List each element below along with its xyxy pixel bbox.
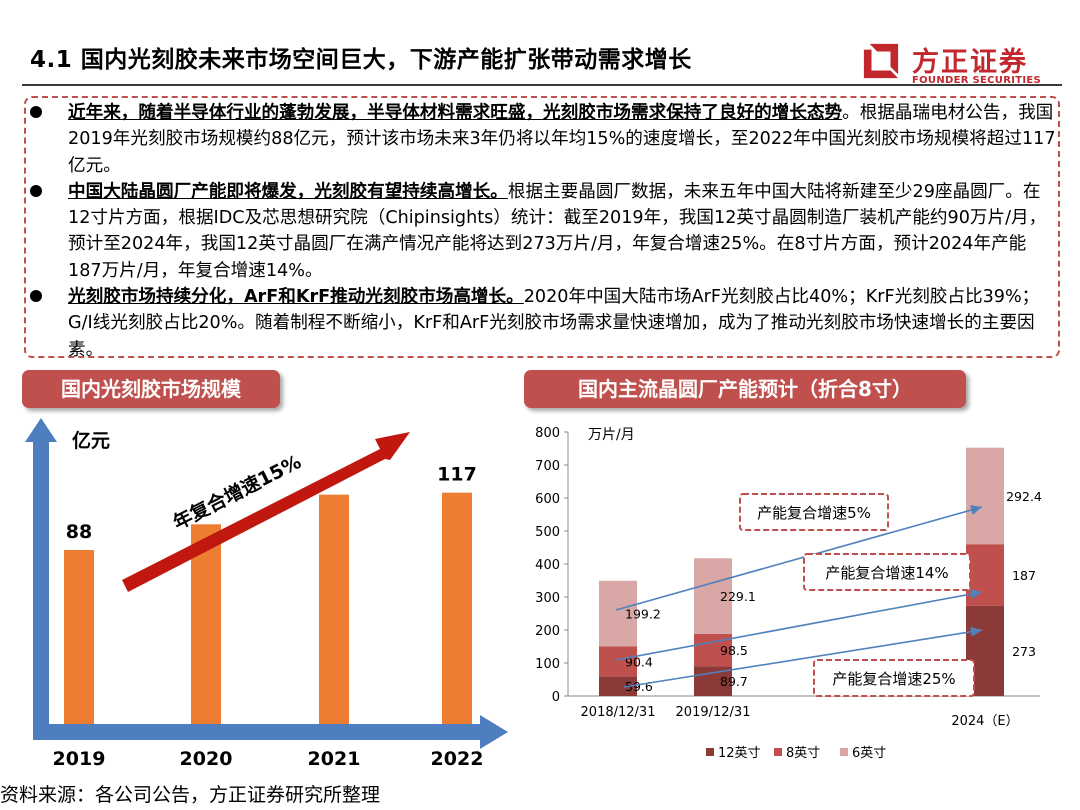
x-tick-label: 2019 [53, 748, 106, 770]
left-section-title: 国内光刻胶市场规模 [22, 370, 280, 408]
y-axis-label: 亿元 [72, 429, 110, 452]
bar-6英寸-2019/12/31 [694, 558, 732, 634]
growth-arrowhead-icon [970, 505, 982, 515]
logo-mark-icon [863, 43, 899, 79]
right-section-title: 国内主流晶圆厂产能预计（折合8寸） [524, 370, 966, 408]
y-tick-label: 200 [535, 624, 560, 639]
bar-8英寸-2018/12/31 [599, 646, 637, 677]
company-logo: 方正证券 FOUNDER SECURITIES [862, 40, 1052, 88]
growth-arrowhead-icon [970, 589, 982, 599]
annotation-box [803, 553, 971, 591]
bullet-text: 2020年中国大陆市场ArF光刻胶占比40%；KrF光刻胶占比39%；G/I线光… [68, 287, 1040, 360]
x-tick-label: 2019/12/31 [676, 705, 751, 720]
x-tick-label: 2018/12/31 [581, 705, 656, 720]
logo-en-text: FOUNDER SECURITIES [912, 75, 1042, 86]
data-label: 117 [437, 464, 477, 486]
bullet-highlight: 中国大陆晶圆厂产能即将爆发，光刻胶有望持续高增长。 [68, 181, 508, 202]
legend-label: 6英寸 [852, 746, 886, 761]
data-label: 229.1 [720, 589, 756, 604]
x-tick-label: 2022 [431, 748, 484, 770]
y-tick-label: 400 [535, 558, 560, 573]
y-axis-arrow-icon [25, 418, 57, 442]
y-tick-label: 700 [535, 459, 560, 474]
summary-bullets: 近年来，随着半导体行业的蓬勃发展，半导体材料需求旺盛，光刻胶市场需求保持了良好的… [26, 100, 1056, 363]
summary-box [24, 96, 1060, 358]
data-label: 89.7 [720, 674, 748, 689]
legend-swatch [840, 748, 848, 756]
bullet-item: 光刻胶市场持续分化，ArF和KrF推动光刻胶市场高增长。2020年中国大陆市场A… [26, 284, 1056, 363]
title-divider [22, 84, 1062, 86]
bullet-highlight: 光刻胶市场持续分化，ArF和KrF推动光刻胶市场高增长。 [68, 287, 524, 308]
bar-2021 [319, 494, 349, 724]
y-tick-label: 100 [535, 657, 560, 672]
bar-6英寸-2024（E） [966, 447, 1004, 545]
bullet-item: 近年来，随着半导体行业的蓬勃发展，半导体材料需求旺盛，光刻胶市场需求保持了良好的… [26, 100, 1056, 179]
bullet-dot-icon [30, 290, 42, 303]
growth-arrowhead-icon [970, 626, 982, 637]
bullet-dot-icon [30, 184, 42, 197]
source-note: 资料来源：各公司公告，方正证券研究所整理 [0, 784, 381, 806]
data-label: 187 [1012, 568, 1036, 583]
annotation-text: 产能复合增速5% [757, 504, 871, 522]
annotation-text: 产能复合增速25% [832, 670, 955, 688]
trend-arrow-icon [122, 432, 410, 592]
x-tick-label: 2020 [180, 748, 233, 770]
y-axis-label: 万片/月 [588, 427, 635, 443]
y-tick-label: 600 [535, 492, 560, 507]
x-axis-arrow-icon [480, 715, 508, 749]
x-tick-label: 2024（E） [951, 714, 1018, 729]
data-label: 292.4 [1006, 489, 1042, 504]
x-axis [33, 724, 483, 740]
bar-12英寸-2018/12/31 [599, 676, 637, 696]
bullet-item: 中国大陆晶圆厂产能即将爆发，光刻胶有望持续高增长。根据主要晶圆厂数据，未来五年中… [26, 179, 1056, 284]
logo-cn-text: 方正证券 [912, 47, 1028, 78]
growth-arrow-line [623, 629, 983, 688]
y-tick-label: 800 [535, 426, 560, 441]
annotation-box [739, 493, 889, 531]
data-label: 98.5 [720, 643, 748, 658]
y-tick-label: 0 [552, 690, 560, 705]
bar-2019 [64, 550, 94, 724]
bar-2022 [442, 492, 472, 724]
bullet-text: 。根据晶瑞电材公告，我国2019年光刻胶市场规模约88亿元，预计该市场未来3年仍… [68, 103, 1056, 176]
growth-arrow-line [615, 591, 983, 661]
data-label: 199.2 [625, 607, 661, 622]
annotation-text: 产能复合增速14% [825, 564, 948, 582]
data-label: 273 [1012, 644, 1036, 659]
x-tick-label: 2021 [308, 748, 361, 770]
data-label: 90.4 [625, 654, 653, 669]
bullet-highlight: 近年来，随着半导体行业的蓬勃发展，半导体材料需求旺盛，光刻胶市场需求保持了良好的… [68, 103, 843, 123]
page-title: 4.1 国内光刻胶未来市场空间巨大，下游产能扩张带动需求增长 [30, 47, 692, 73]
bullet-text: 根据主要晶圆厂数据，未来五年中国大陆将新建至少29座晶圆厂。在12寸片方面，根据… [68, 181, 1047, 281]
y-tick-label: 300 [535, 591, 560, 606]
bullet-dot-icon [30, 106, 42, 118]
legend-label: 8英寸 [786, 746, 820, 761]
legend-swatch [706, 748, 714, 756]
data-label: 88 [66, 521, 92, 543]
annotation-box [813, 659, 975, 697]
bar-2020 [191, 524, 221, 724]
y-tick-label: 500 [535, 525, 560, 540]
legend-swatch [774, 748, 782, 756]
legend-label: 12英寸 [718, 746, 761, 761]
bar-6英寸-2018/12/31 [599, 580, 637, 647]
y-axis [33, 440, 49, 740]
growth-arrow-line [615, 506, 983, 611]
